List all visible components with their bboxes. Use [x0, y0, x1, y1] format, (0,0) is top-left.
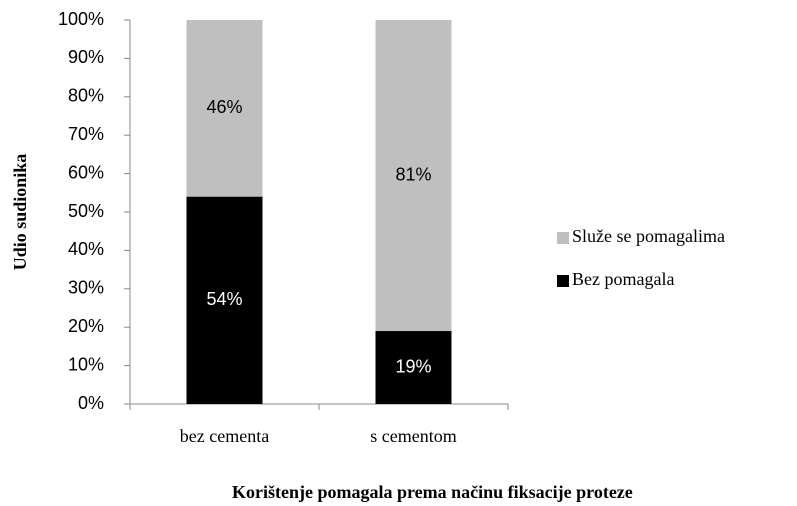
legend-swatch [557, 275, 569, 287]
y-tick-label: 90% [68, 47, 104, 67]
y-tick-label: 10% [68, 354, 104, 374]
y-tick-label: 80% [68, 86, 104, 106]
x-tick-label: s cementom [370, 426, 456, 446]
value-label: 46% [206, 97, 242, 117]
y-tick-label: 30% [68, 278, 104, 298]
y-tick-label: 60% [68, 162, 104, 182]
value-label: 19% [395, 356, 431, 376]
y-tick-label: 40% [68, 239, 104, 259]
x-axis-title: Korištenje pomagala prema načinu fiksaci… [232, 482, 633, 502]
bar-segment [375, 331, 452, 404]
y-tick-label: 0% [78, 393, 104, 413]
y-tick-label: 100% [58, 9, 104, 29]
value-label: 81% [395, 164, 431, 184]
x-tick-label: bez cementa [180, 426, 269, 446]
legend-label: Bez pomagala [572, 269, 674, 289]
bar-segment [186, 196, 263, 404]
y-tick-label: 70% [68, 124, 104, 144]
bar-segment [186, 20, 263, 197]
y-tick-label: 50% [68, 201, 104, 221]
y-axis-title: Udio sudionika [10, 154, 30, 271]
legend-label: Služe se pomagalima [572, 226, 725, 246]
value-label: 54% [206, 289, 242, 309]
bar-segment [375, 20, 452, 332]
legend-swatch [557, 232, 569, 244]
y-tick-label: 20% [68, 316, 104, 336]
